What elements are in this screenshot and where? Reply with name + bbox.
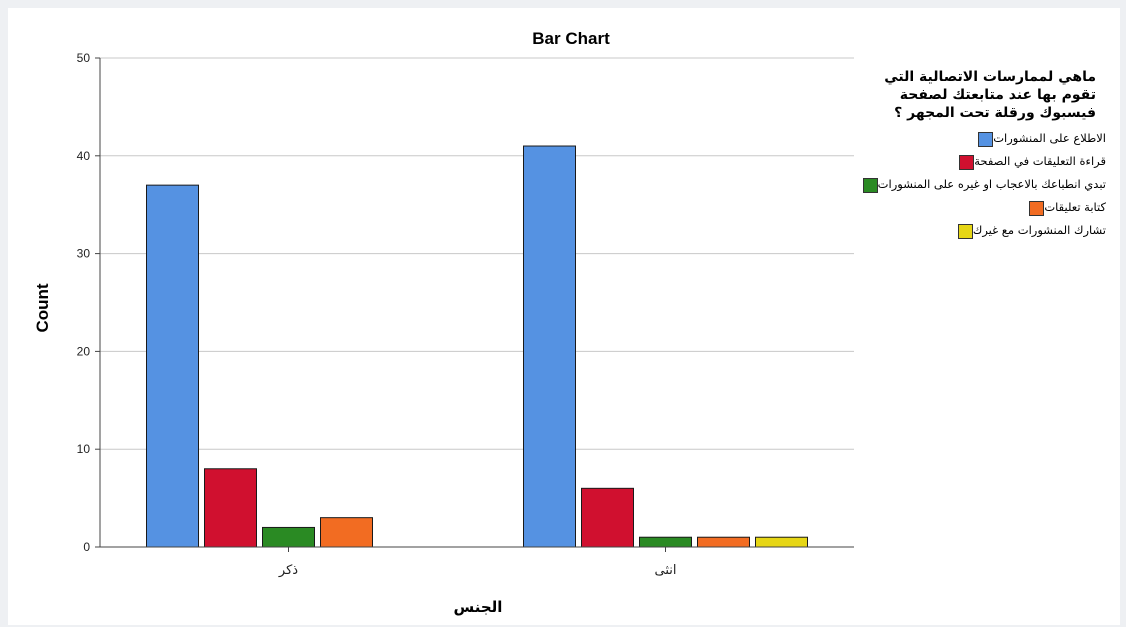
legend: ماهي لممارسات الاتصالية التي تقوم بها عن… bbox=[854, 68, 1106, 247]
x-tick-label: ذكر bbox=[278, 563, 298, 578]
y-tick-label: 50 bbox=[77, 51, 91, 65]
legend-swatch bbox=[1029, 201, 1045, 216]
legend-item: تبدي انطباعك بالاعجاب او غيره على المنشو… bbox=[854, 178, 1106, 193]
bar bbox=[639, 536, 692, 548]
y-tick-label: 10 bbox=[77, 442, 91, 456]
y-tick-label: 0 bbox=[83, 540, 90, 554]
bar bbox=[581, 487, 634, 548]
legend-item: تشارك المنشورات مع غيرك bbox=[854, 224, 1106, 239]
legend-item: كتابة تعليقات bbox=[854, 201, 1106, 216]
bar bbox=[697, 536, 750, 548]
bar bbox=[262, 526, 315, 548]
bar bbox=[146, 184, 199, 548]
bar bbox=[204, 468, 257, 548]
bar bbox=[755, 536, 808, 548]
y-tick-label: 20 bbox=[77, 344, 91, 358]
legend-label: تشارك المنشورات مع غيرك bbox=[972, 223, 1106, 237]
y-tick-label: 40 bbox=[77, 149, 91, 163]
y-tick-label: 30 bbox=[77, 247, 91, 261]
legend-label: الاطلاع على المنشورات bbox=[993, 131, 1106, 145]
legend-swatch bbox=[957, 224, 973, 239]
legend-label: تبدي انطباعك بالاعجاب او غيره على المنشو… bbox=[877, 177, 1106, 191]
legend-swatch bbox=[959, 155, 975, 170]
legend-swatch bbox=[862, 178, 878, 193]
legend-title: ماهي لممارسات الاتصالية التي تقوم بها عن… bbox=[884, 69, 1096, 121]
x-axis-label: الجنس bbox=[454, 598, 503, 616]
legend-label: كتابة تعليقات bbox=[1044, 200, 1106, 214]
x-tick-label: انثى bbox=[655, 563, 677, 578]
bar bbox=[320, 517, 373, 548]
chart-frame: Bar Chart Count الجنس 0 10 20 30 40 50 ذكر انثى… bbox=[8, 8, 1120, 625]
bar bbox=[523, 145, 576, 548]
chart-title: Bar Chart bbox=[532, 29, 610, 48]
legend-item: الاطلاع على المنشورات bbox=[854, 132, 1106, 147]
bar-chart: Bar Chart Count الجنس 0 10 20 30 40 50 ذكر انثى bbox=[33, 29, 854, 616]
y-axis-label: Count bbox=[33, 283, 52, 332]
legend-label: قراءة التعليقات في الصفحة bbox=[974, 154, 1106, 168]
legend-item: قراءة التعليقات في الصفحة bbox=[854, 155, 1106, 170]
legend-swatch bbox=[978, 132, 994, 147]
